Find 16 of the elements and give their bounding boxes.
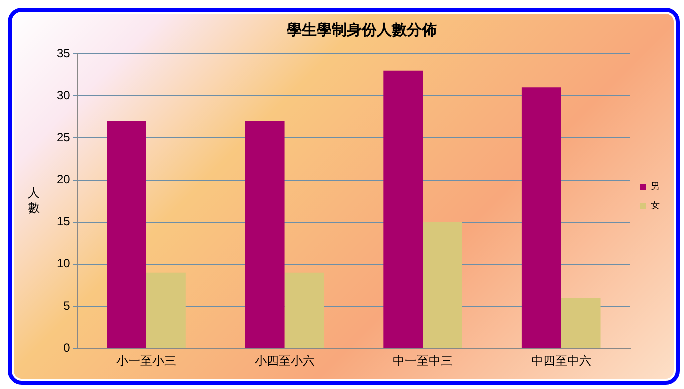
y-tick-label: 25 <box>56 130 71 144</box>
y-tick-label: 35 <box>56 46 71 60</box>
y-tick-label: 10 <box>56 256 71 271</box>
x-tick-label: 小一至小三 <box>116 354 176 368</box>
y-axis-title: 人數 <box>28 186 40 215</box>
legend-label: 女 <box>651 200 660 210</box>
x-tick-label: 中一至中三 <box>393 354 454 368</box>
chart-title: 學生學制身份人數分佈 <box>287 20 437 39</box>
y-tick-label: 30 <box>56 88 71 102</box>
x-tick-label: 中四至中六 <box>531 354 592 368</box>
y-tick-label: 5 <box>64 298 71 313</box>
y-tick-label: 20 <box>56 172 71 187</box>
x-tick-label: 小四至小六 <box>254 354 315 368</box>
y-tick-label: 15 <box>56 214 71 229</box>
y-tick-label: 0 <box>64 340 71 355</box>
legend-label: 男 <box>651 181 660 192</box>
